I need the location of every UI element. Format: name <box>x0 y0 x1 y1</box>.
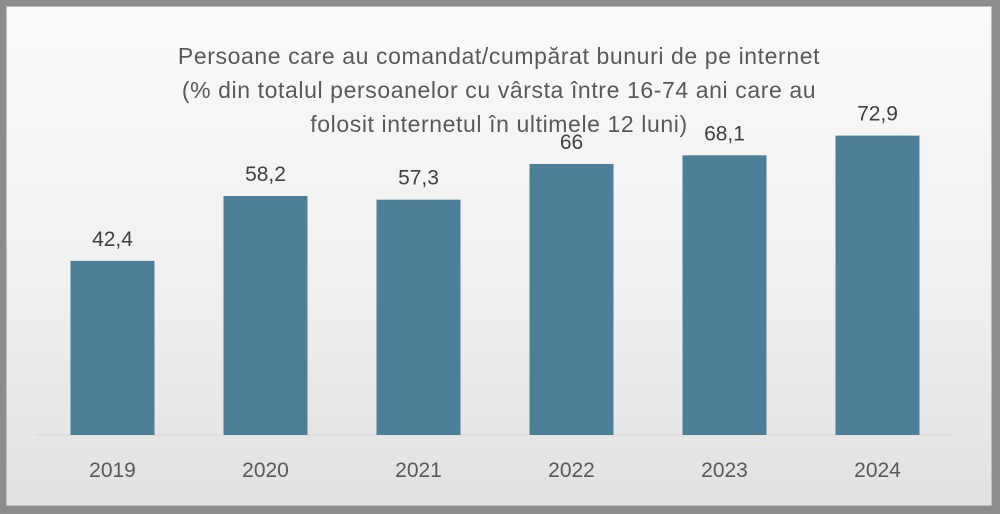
chart-title-line-1: Persoane care au comandat/cumpărat bunur… <box>177 43 821 69</box>
x-tick-label-2023: 2023 <box>701 459 748 482</box>
data-label-2019: 42,4 <box>92 228 133 251</box>
x-tick-label-2019: 2019 <box>89 459 136 482</box>
x-tick-label-2022: 2022 <box>548 459 595 482</box>
x-tick-label-2020: 2020 <box>242 459 289 482</box>
data-label-2024: 72,9 <box>857 103 898 126</box>
bar-2023 <box>682 155 767 435</box>
x-tick-label-2021: 2021 <box>395 459 442 482</box>
chart-frame: Persoane care au comandat/cumpărat bunur… <box>6 6 992 506</box>
chart-title-line-2: (% din totalul persoanelor cu vârsta înt… <box>181 77 817 103</box>
bar-2024 <box>835 135 920 435</box>
data-label-2021: 57,3 <box>398 167 439 190</box>
bar-chart: 42,4 2019 58,2 2020 57,3 2021 66 2022 68,1 2023 72… <box>36 103 954 482</box>
bar-2019 <box>70 260 155 435</box>
chart-title: Persoane care au comandat/cumpărat bunur… <box>7 39 991 141</box>
data-label-2020: 58,2 <box>245 163 286 186</box>
chart-title-line-3: folosit internetul în ultimele 12 luni) <box>310 111 688 137</box>
data-label-2023: 68,1 <box>704 122 745 145</box>
x-tick-label-2024: 2024 <box>854 459 901 482</box>
data-label-2022: 66 <box>560 131 583 154</box>
bar-2021 <box>376 199 461 435</box>
bar-2022 <box>529 163 614 436</box>
bar-2020 <box>223 195 308 435</box>
